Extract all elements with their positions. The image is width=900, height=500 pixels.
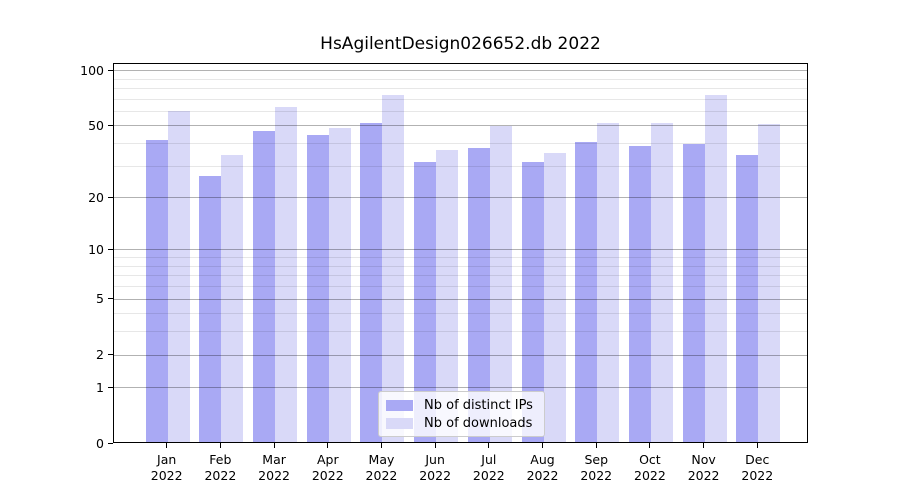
x-tick-mark <box>327 443 329 448</box>
x-tick-label: Jul 2022 <box>462 452 516 484</box>
bar-distinct-ips <box>414 162 437 442</box>
y-tick-mark <box>108 298 113 300</box>
x-tick-label: Aug 2022 <box>516 452 570 484</box>
x-tick-year: 2022 <box>419 468 452 483</box>
x-tick-label: Nov 2022 <box>677 452 731 484</box>
y-tick-mark <box>108 248 113 250</box>
legend-swatch-downloads <box>386 417 413 429</box>
bar-distinct-ips <box>360 122 383 442</box>
x-tick-month: Jan <box>157 452 177 467</box>
bar-downloads <box>650 122 673 442</box>
x-tick-label: Jan 2022 <box>140 452 194 484</box>
y-tick-label: 20 <box>88 189 104 205</box>
bar-downloads <box>382 95 405 442</box>
x-tick-month: Mar <box>262 452 286 467</box>
x-tick-mark <box>488 443 490 448</box>
x-tick-year: 2022 <box>580 468 613 483</box>
x-tick-year: 2022 <box>634 468 666 483</box>
bar-downloads <box>275 107 298 442</box>
bar-distinct-ips <box>306 134 329 442</box>
bar-distinct-ips <box>145 140 168 442</box>
bar-downloads <box>489 125 512 442</box>
bar-distinct-ips <box>199 175 222 442</box>
x-tick-label: Feb 2022 <box>193 452 247 484</box>
x-tick-year: 2022 <box>311 468 344 483</box>
x-tick-mark <box>380 443 382 448</box>
x-tick-year: 2022 <box>204 468 237 483</box>
bar-downloads <box>758 124 781 442</box>
x-tick-month: Jun <box>425 452 445 467</box>
plot-area <box>113 63 808 443</box>
bar-distinct-ips <box>253 131 276 442</box>
bar-downloads <box>167 111 190 442</box>
bar-distinct-ips <box>628 146 651 442</box>
x-tick-year: 2022 <box>472 468 505 483</box>
y-tick-label: 10 <box>88 241 104 257</box>
y-tick-mark <box>108 196 113 198</box>
x-tick-month: Apr <box>316 452 339 467</box>
x-tick-mark <box>434 443 436 448</box>
x-tick-month: May <box>368 452 395 467</box>
x-tick-month: Aug <box>530 452 555 467</box>
bar-distinct-ips <box>521 162 544 442</box>
legend: Nb of distinct IPs Nb of downloads <box>378 391 545 437</box>
x-tick-year: 2022 <box>741 468 774 483</box>
y-tick-label: 0 <box>96 436 104 451</box>
x-tick-month: Nov <box>691 452 716 467</box>
x-tick-year: 2022 <box>258 468 290 483</box>
bar-downloads <box>221 154 244 442</box>
legend-label-downloads: Nb of downloads <box>424 415 533 431</box>
bar-distinct-ips <box>575 142 598 442</box>
x-tick-month: Dec <box>745 452 770 467</box>
y-tick-mark <box>108 443 113 444</box>
y-tick-label: 1 <box>96 379 104 395</box>
x-tick-mark <box>219 443 221 448</box>
x-tick-label: May 2022 <box>354 452 408 484</box>
x-tick-mark <box>273 443 275 448</box>
x-tick-mark <box>595 443 597 448</box>
bar-distinct-ips <box>467 148 490 442</box>
x-tick-year: 2022 <box>365 468 398 483</box>
x-tick-mark <box>649 443 651 448</box>
legend-label-distinct-ips: Nb of distinct IPs <box>424 398 533 414</box>
y-tick-mark <box>108 124 113 126</box>
bar-distinct-ips <box>736 154 759 442</box>
bar-downloads <box>436 150 459 442</box>
bar-downloads <box>704 95 727 442</box>
bar-downloads <box>597 122 620 442</box>
y-tick-label: 2 <box>96 347 104 363</box>
x-tick-year: 2022 <box>150 468 183 483</box>
bar-distinct-ips <box>682 144 705 442</box>
x-tick-label: Apr 2022 <box>301 452 355 484</box>
x-tick-month: Sep <box>584 452 608 467</box>
x-tick-year: 2022 <box>526 468 559 483</box>
x-tick-month: Feb <box>209 452 232 467</box>
y-tick-mark <box>108 386 113 388</box>
chart-title: HsAgilentDesign026652.db 2022 <box>320 34 601 54</box>
y-tick-mark <box>108 69 113 71</box>
x-tick-label: Jun 2022 <box>408 452 462 484</box>
x-tick-label: Mar 2022 <box>247 452 301 484</box>
bar-downloads <box>543 152 566 442</box>
y-tick-label: 100 <box>80 62 104 78</box>
x-tick-month: Jul <box>481 452 497 467</box>
y-tick-label: 50 <box>88 117 104 133</box>
x-tick-month: Oct <box>639 452 661 467</box>
x-tick-mark <box>166 443 168 448</box>
y-tick-mark <box>108 354 113 356</box>
x-tick-label: Sep 2022 <box>569 452 623 484</box>
x-tick-mark <box>542 443 544 448</box>
y-tick-label: 5 <box>96 291 104 307</box>
x-tick-label: Dec 2022 <box>730 452 784 484</box>
legend-item-distinct-ips: Nb of distinct IPs <box>386 397 537 414</box>
legend-item-downloads: Nb of downloads <box>386 415 537 432</box>
x-tick-label: Oct 2022 <box>623 452 677 484</box>
x-tick-mark <box>703 443 705 448</box>
bars-layer <box>114 64 807 442</box>
x-tick-year: 2022 <box>687 468 720 483</box>
x-tick-mark <box>756 443 758 448</box>
bar-downloads <box>328 127 351 442</box>
legend-swatch-distinct-ips <box>386 400 413 412</box>
